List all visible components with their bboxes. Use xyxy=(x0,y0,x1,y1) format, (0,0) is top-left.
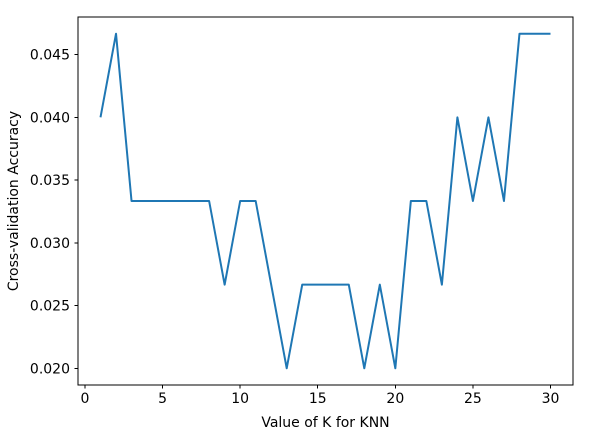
x-axis-label: Value of K for KNN xyxy=(261,415,390,431)
y-tick-label: 0.030 xyxy=(30,236,70,252)
x-tick-label: 25 xyxy=(464,391,482,407)
x-tick-label: 0 xyxy=(81,391,90,407)
x-tick-label: 30 xyxy=(542,391,560,407)
ticks: 0 5 10 15 20 25 30 0.020 0.025 0.030 0.035 0.040 0.0… xyxy=(30,48,560,407)
series-lines xyxy=(99,32,551,370)
y-tick-label: 0.035 xyxy=(30,173,70,189)
plot-border xyxy=(77,16,574,386)
x-tick-label: 20 xyxy=(386,391,404,407)
y-tick-label: 0.020 xyxy=(30,361,70,377)
y-axis-label: Cross-validation Accuracy xyxy=(6,110,22,292)
x-tick-label: 15 xyxy=(309,391,327,407)
series-line-cross-validation-accuracy xyxy=(99,32,551,370)
x-tick-label: 5 xyxy=(158,391,167,407)
y-tick-label: 0.025 xyxy=(30,299,70,315)
y-tick-label: 0.040 xyxy=(30,110,70,126)
axes-spines xyxy=(77,16,574,386)
y-tick-label: 0.045 xyxy=(30,48,70,64)
x-tick-label: 10 xyxy=(231,391,249,407)
